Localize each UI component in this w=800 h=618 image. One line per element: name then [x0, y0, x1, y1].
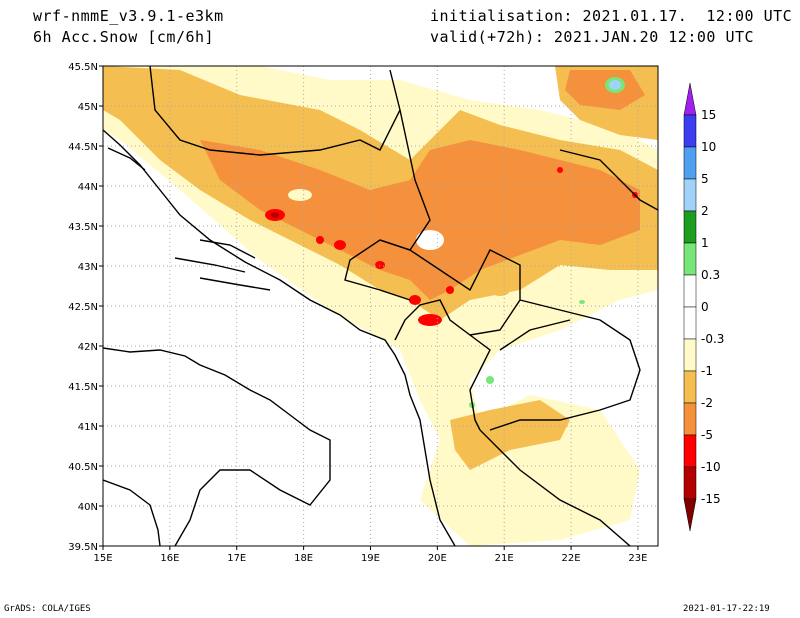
lat-tick-label: 41N: [78, 422, 98, 433]
colorbar-label: 0.3: [701, 268, 720, 282]
colorbar-label: 5: [701, 172, 709, 186]
colorbar-swatch: [683, 402, 697, 436]
colorbar-label: -2: [701, 396, 713, 410]
footer-timestamp: 2021-01-17-22:19: [683, 604, 770, 614]
colorbar-swatch: [683, 274, 697, 308]
grid-lines: [103, 66, 658, 546]
lat-tick-label: 44.5N: [68, 142, 98, 153]
colorbar-swatch: [683, 370, 697, 404]
colorbar-label: 15: [701, 108, 716, 122]
lon-tick-label: 15E: [93, 553, 112, 564]
colorbar-label: -1: [701, 364, 713, 378]
lon-tick-label: 16E: [160, 553, 179, 564]
field-title: 6h Acc.Snow [cm/6h]: [33, 28, 215, 46]
colorbar-label: 10: [701, 140, 716, 154]
lat-tick-label: 45.5N: [68, 62, 98, 73]
model-title: wrf-nmmE_v3.9.1-e3km: [33, 7, 224, 25]
lon-axis: 15E 16E 17E 18E 19E 20E 21E 22E 23E: [93, 546, 647, 564]
lat-tick-label: 44N: [78, 182, 98, 193]
colorbar-label: -15: [701, 492, 721, 506]
colorbar-swatch: [683, 306, 697, 340]
lon-tick-label: 18E: [294, 553, 313, 564]
colorbar-swatch: [683, 146, 697, 180]
lat-tick-label: 42N: [78, 342, 98, 353]
colorbar-label: -5: [701, 428, 713, 442]
colorbar-swatch: [683, 466, 697, 500]
colorbar-swatch: [683, 210, 697, 244]
lat-tick-label: 39.5N: [68, 542, 98, 553]
coastlines-borders: [103, 66, 658, 546]
lat-axis: 45.5N 45N 44.5N 44N 43.5N 43N 42.5N 42N 41.5N 41N…: [68, 62, 103, 553]
colorbar-swatch: [683, 338, 697, 372]
colorbar-label: -10: [701, 460, 721, 474]
colorbar-label: 2: [701, 204, 709, 218]
colorbar-label: 1: [701, 236, 709, 250]
colorbar-swatch: [683, 178, 697, 212]
lon-tick-label: 17E: [227, 553, 246, 564]
colorbar-swatch: [683, 434, 697, 468]
colorbar-swatch: [683, 114, 697, 148]
colorbar-bottom-arrow: [683, 498, 697, 532]
colorbar: 15 10 5 2 1 0.3 0 -0.3 -1 -2 -5 -10 -15: [683, 82, 724, 532]
lat-tick-label: 45N: [78, 102, 98, 113]
lat-tick-label: 40N: [78, 502, 98, 513]
footer-credit: GrADS: COLA/IGES: [4, 604, 91, 614]
colorbar-label: 0: [701, 300, 709, 314]
lon-tick-label: 20E: [428, 553, 447, 564]
colorbar-label: -0.3: [701, 332, 724, 346]
lon-tick-label: 21E: [495, 553, 514, 564]
lat-tick-label: 41.5N: [68, 382, 98, 393]
colorbar-swatch: [683, 242, 697, 276]
lon-tick-label: 19E: [361, 553, 380, 564]
lat-tick-label: 43.5N: [68, 222, 98, 233]
lat-tick-label: 42.5N: [68, 302, 98, 313]
colorbar-top-arrow: [683, 82, 697, 116]
init-time: initialisation: 2021.01.17. 12:00 UTC: [430, 7, 793, 25]
snow-field: [103, 66, 658, 546]
lon-tick-label: 22E: [562, 553, 581, 564]
valid-time: valid(+72h): 2021.JAN.20 12:00 UTC: [430, 28, 755, 46]
lon-tick-label: 23E: [628, 553, 647, 564]
lat-tick-label: 40.5N: [68, 462, 98, 473]
lat-tick-label: 43N: [78, 262, 98, 273]
